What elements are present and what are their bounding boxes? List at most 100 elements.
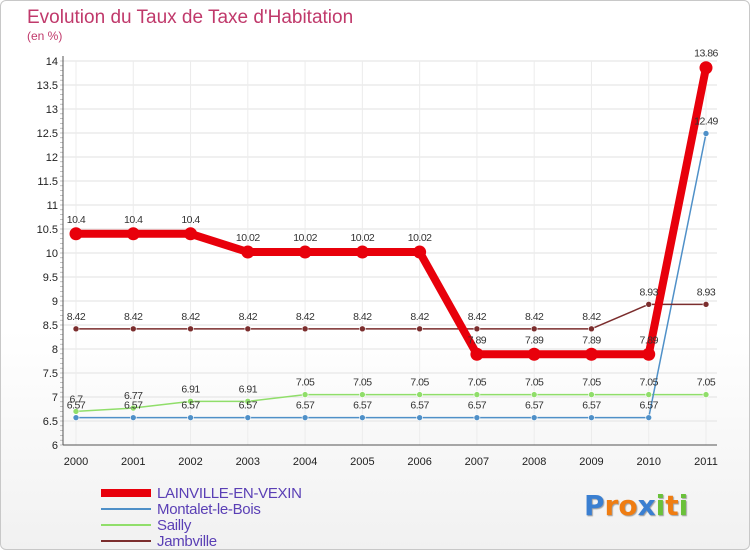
data-label: 10.02 [408,232,432,244]
data-point [702,301,710,308]
data-labels-layer: 10.4 10.4 10.4 10.02 10.02 10.02 10.02 7.89 7.89… [67,48,719,412]
data-point [359,325,366,333]
y-tick-label: 8.5 [43,320,58,332]
data-point [527,347,541,361]
data-label: 13.86 [694,48,718,60]
data-point [642,347,656,361]
x-tick-label: 2000 [64,456,88,468]
data-label: 6.91 [181,383,200,395]
data-label: 6.57 [410,400,429,412]
y-tick-label: 13.5 [37,80,58,92]
data-point [359,391,366,398]
legend-label: Jambville [157,532,217,550]
data-point [413,245,427,259]
y-tick-label: 9.5 [43,272,58,284]
logo-letter: o [618,489,638,522]
data-point [129,414,137,421]
data-label: 10.4 [124,214,143,226]
data-point [530,414,538,421]
data-point [129,404,137,412]
data-point [69,227,83,241]
data-label: 8.93 [640,286,659,298]
chart-title: Evolution du Taux de Taxe d'Habitation [27,7,354,28]
data-point [72,325,80,333]
logo-letter: i [655,489,666,522]
logo-letter: P [584,489,605,522]
data-point [473,325,481,333]
data-label: 10.02 [236,232,260,244]
legend-label: Sailly [157,516,192,534]
legend-swatch [101,524,151,526]
data-label: 6.57 [640,400,659,412]
data-label: 8.42 [124,311,143,323]
x-tick-label: 2004 [293,456,317,468]
x-tick-label: 2001 [121,456,145,468]
legend-swatch [101,489,151,497]
data-point [244,414,252,421]
series-layer [69,61,713,421]
data-point [699,61,713,75]
data-point [702,130,710,137]
y-tick-label: 9 [52,296,58,308]
data-point [588,414,595,421]
data-label: 10.4 [67,214,86,226]
data-point [298,245,312,259]
data-label: 8.42 [67,311,86,323]
data-point [584,347,598,361]
data-label: 6.57 [181,400,200,412]
data-point [72,414,80,421]
data-label: 12.49 [694,115,718,127]
series-line [76,133,707,419]
data-point [588,391,595,398]
data-label: 7.05 [697,377,716,389]
data-label: 10.02 [293,232,317,244]
x-tick-label: 2003 [236,456,260,468]
data-label: 7.89 [582,334,601,346]
logo-letter: i [678,489,689,522]
data-point [301,414,309,421]
x-tick-label: 2005 [350,456,374,468]
legend-swatch [101,508,151,510]
data-label: 8.42 [353,311,372,323]
data-label: 6.91 [239,383,258,395]
data-label: 6.57 [353,400,372,412]
data-point [473,391,481,398]
data-label: 10.4 [181,214,200,226]
logo-letter: r [604,489,619,522]
data-label: 7.05 [582,377,601,389]
x-tick-label: 2008 [522,456,546,468]
y-tick-label: 14 [46,56,58,68]
data-label: 7.05 [296,377,315,389]
data-point [530,325,538,333]
data-point [645,391,653,398]
data-point [126,227,140,241]
data-label: 7.05 [410,377,429,389]
x-tick-label: 2002 [178,456,202,468]
data-point [129,325,137,333]
data-point [187,398,194,405]
y-tick-label: 6 [52,440,58,452]
y-tick-label: 13 [46,104,58,116]
data-label: 6.57 [468,400,487,412]
data-label: 6.57 [296,400,315,412]
data-label: 6.7 [69,393,83,405]
data-label: 7.05 [640,377,659,389]
y-tick-label: 12.5 [37,128,58,140]
grid-layer [63,60,717,446]
data-label: 8.93 [697,286,716,298]
data-point [473,414,481,421]
series-line [76,303,706,330]
data-label: 7.05 [468,377,487,389]
data-label: 7.89 [640,334,659,346]
data-point [244,325,252,333]
data-point [588,325,595,333]
proxiti-logo: Proxiti [584,489,688,522]
line-chart: 66.577.588.599.51010.51111.51212.51313.5… [37,48,719,468]
data-label: 6.57 [525,400,544,412]
data-point [416,325,423,333]
y-tick-label: 12 [46,152,58,164]
legend-item: LAINVILLE-EN-VEXIN [101,485,302,502]
data-label: 7.05 [525,377,544,389]
data-label: 8.42 [468,311,487,323]
